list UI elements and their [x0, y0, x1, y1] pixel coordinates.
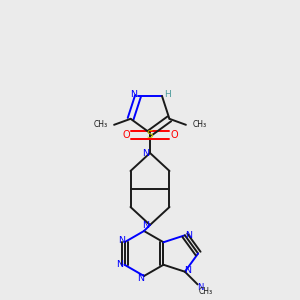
Text: N: N — [185, 231, 192, 240]
Text: N: N — [118, 236, 125, 245]
Text: N: N — [197, 283, 204, 292]
Text: N: N — [116, 260, 124, 269]
Text: N: N — [137, 274, 145, 283]
Text: N: N — [142, 220, 149, 230]
Text: CH₃: CH₃ — [193, 120, 207, 129]
Text: CH₃: CH₃ — [93, 120, 107, 129]
Text: N: N — [130, 90, 137, 99]
Text: N: N — [142, 148, 149, 158]
Text: O: O — [122, 130, 130, 140]
Text: O: O — [170, 130, 178, 140]
Text: CH₃: CH₃ — [199, 286, 213, 296]
Text: H: H — [165, 90, 171, 99]
Text: S: S — [147, 130, 153, 140]
Text: N: N — [184, 266, 191, 275]
